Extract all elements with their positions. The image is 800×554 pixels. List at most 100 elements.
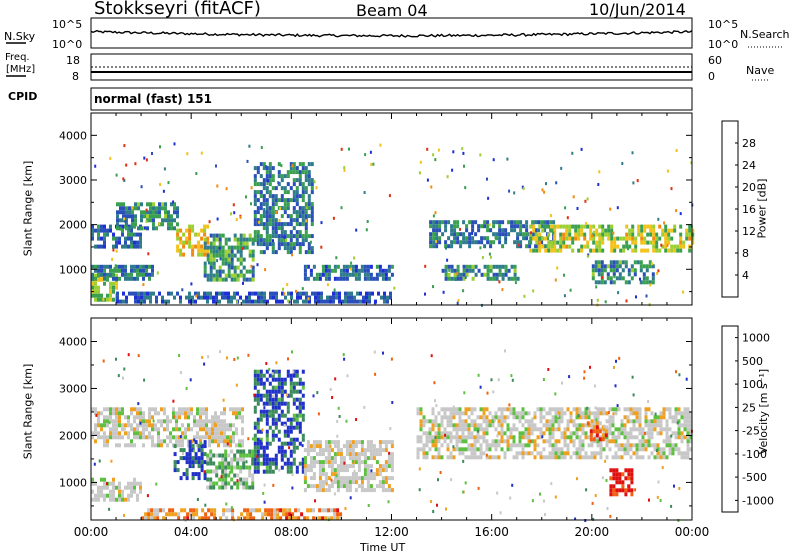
- velocity-cell: [271, 433, 275, 438]
- velocity-cell: [224, 473, 228, 478]
- power-cell: [643, 228, 647, 233]
- velocity-cell: [112, 485, 115, 490]
- velocity-cell: [390, 464, 394, 469]
- velocity-cell: [241, 431, 244, 436]
- velocity-cell: [162, 508, 166, 513]
- velocity-cell: [238, 439, 241, 444]
- power-cell: [664, 224, 668, 229]
- velocity-cell: [512, 443, 516, 448]
- velocity-cell: [160, 423, 163, 428]
- velocity-cell: [482, 419, 486, 424]
- velocity-cell: [109, 481, 112, 486]
- velocity-cell: [485, 423, 489, 428]
- velocity-cell: [596, 443, 600, 448]
- velocity-sparse-cell: [418, 467, 421, 471]
- velocity-sparse-cell: [541, 435, 544, 439]
- velocity-cell: [381, 476, 385, 481]
- power-cell: [643, 248, 647, 253]
- velocity-cell: [336, 448, 340, 453]
- power-cell: [489, 228, 493, 233]
- velocity-cell: [277, 449, 281, 454]
- velocity-cell: [245, 465, 249, 470]
- power-cell: [106, 293, 109, 298]
- velocity-cell: [292, 389, 296, 394]
- velocity-cell: [473, 427, 477, 432]
- velocity-cell: [145, 419, 148, 424]
- velocity-cell: [623, 415, 627, 420]
- velocity-cell: [112, 411, 115, 416]
- power-cell: [218, 265, 222, 270]
- power-cell: [224, 241, 228, 246]
- velocity-sparse-cell: [272, 483, 275, 487]
- power-cell: [230, 265, 234, 270]
- velocity-sparse-cell: [374, 372, 377, 376]
- power-cell: [610, 232, 614, 237]
- power-cell: [224, 277, 228, 282]
- power-cell: [519, 224, 523, 229]
- power-cell: [298, 242, 302, 247]
- power-cell: [124, 240, 127, 245]
- velocity-cell: [431, 407, 435, 412]
- velocity-cell: [584, 423, 588, 428]
- power-sparse-cell: [432, 153, 435, 157]
- velocity-cell: [369, 476, 373, 481]
- velocity-cell: [202, 435, 205, 440]
- velocity-cell: [614, 455, 618, 460]
- power-cell: [289, 246, 293, 251]
- power-cell: [286, 170, 290, 175]
- velocity-cell: [166, 415, 169, 420]
- power-cell: [432, 232, 436, 237]
- power-cell: [444, 264, 448, 269]
- velocity-cell: [251, 453, 255, 458]
- power-cell: [324, 264, 328, 269]
- power-cell: [513, 272, 517, 277]
- velocity-sparse-cell: [226, 356, 228, 360]
- x-tick-label: 20:00: [575, 525, 610, 539]
- power-cell: [483, 264, 487, 269]
- velocity-cell: [599, 411, 603, 416]
- power-cell: [688, 236, 692, 241]
- velocity-cell: [172, 443, 175, 448]
- power-cell: [239, 261, 243, 266]
- velocity-cell: [321, 488, 325, 493]
- power-sparse-cell: [430, 185, 433, 189]
- power-cell: [295, 218, 299, 223]
- power-cell: [133, 224, 136, 229]
- velocity-cell: [638, 455, 642, 460]
- velocity-cell: [195, 508, 199, 513]
- power-cell: [544, 248, 548, 253]
- power-cell: [613, 244, 617, 249]
- velocity-cell: [333, 476, 337, 481]
- velocity-cell: [506, 427, 510, 432]
- velocity-cell: [416, 455, 420, 460]
- power-cell: [547, 232, 551, 237]
- power-cell: [622, 236, 626, 241]
- velocity-cell: [265, 429, 269, 434]
- power-cell: [94, 281, 97, 286]
- velocity-cell: [184, 431, 187, 436]
- velocity-cell: [488, 419, 492, 424]
- power-sparse-cell: [434, 211, 437, 215]
- power-cell: [664, 244, 668, 249]
- power-cell: [438, 236, 442, 241]
- velocity-sparse-cell: [272, 394, 274, 398]
- power-cell: [368, 295, 371, 300]
- velocity-cell: [306, 468, 310, 473]
- power-cell: [292, 198, 296, 203]
- velocity-cell: [626, 407, 630, 412]
- power-cell: [336, 264, 340, 269]
- power-cell: [209, 233, 213, 238]
- power-cell: [137, 291, 140, 296]
- velocity-cell: [686, 439, 690, 444]
- velocity-cell: [273, 508, 277, 513]
- velocity-cell: [283, 381, 287, 386]
- power-cell: [586, 244, 590, 249]
- velocity-cell: [384, 440, 388, 445]
- velocity-cell: [213, 512, 217, 517]
- velocity-sparse-cell: [271, 372, 274, 376]
- velocity-cell: [292, 373, 296, 378]
- velocity-cell: [298, 377, 302, 382]
- velocity-cell: [381, 448, 385, 453]
- velocity-cell: [647, 431, 651, 436]
- velocity-cell: [530, 427, 534, 432]
